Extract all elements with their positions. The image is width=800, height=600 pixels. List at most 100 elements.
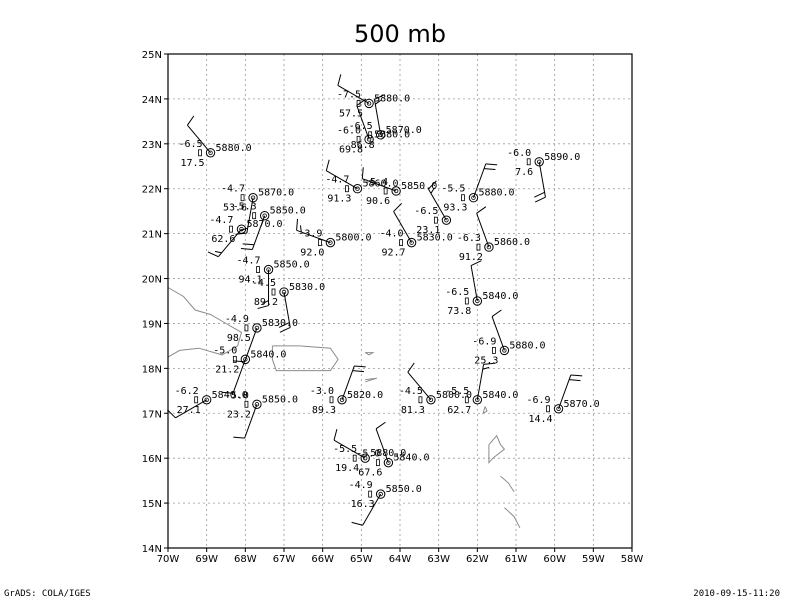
station-plot: -6.5 5840.0 73.8 [445, 260, 518, 317]
station-humidity: 21.2 [215, 364, 239, 375]
station-plot: -4.5 5800.0 81.3 [399, 362, 472, 416]
wind-barb-shaft [232, 359, 246, 394]
wind-barb-shaft [427, 188, 447, 221]
station-circle [259, 210, 270, 221]
station-marker [198, 149, 202, 157]
station-plot: -4.5 5830.0 89.2 [252, 278, 325, 333]
station-marker [244, 400, 249, 408]
station-circle [201, 395, 212, 405]
y-tick-label: 25N [142, 50, 162, 61]
station-temperature: -3.0 [310, 386, 334, 397]
station-marker [461, 194, 465, 202]
station-humidity: 16.3 [351, 499, 375, 510]
coastline [365, 377, 377, 383]
grid-lines [168, 54, 632, 548]
wind-barb-flag [407, 362, 415, 373]
station-circle [375, 489, 386, 499]
station-dot [262, 213, 267, 218]
x-tick-label: 60W [543, 554, 566, 565]
wind-barb-flag [278, 322, 290, 328]
wind-barb-shaft [373, 99, 382, 135]
station-temperature: -6.0 [507, 148, 531, 159]
wind-barb-flag [430, 187, 436, 194]
station-humidity: 92.7 [382, 248, 406, 259]
station-plot: -4.7 5860.0 91.3 [325, 159, 399, 205]
station-dot [339, 397, 345, 402]
station-marker [356, 135, 361, 143]
station-circle [337, 395, 347, 405]
wind-barb-flag [374, 99, 381, 105]
station-height: 5830.0 [262, 318, 298, 329]
wind-barb-shaft [538, 161, 546, 198]
station-plot: -5.3 5850.0 [233, 202, 306, 250]
station-circle [426, 395, 436, 405]
station-temperature: -6.5 [414, 206, 438, 217]
station-temperature: -5.0 [356, 449, 380, 460]
wind-barb-flag [484, 168, 496, 171]
wind-barb-flag [491, 309, 502, 317]
wind-barb-shaft [187, 124, 211, 154]
chart-title: 500 mb [354, 20, 446, 48]
wind-barb-flag [233, 360, 245, 363]
station-height: 5840.0 [393, 453, 429, 464]
station-plot: -3.0 5820.0 89.3 [310, 365, 383, 416]
station-plot: -6.0 5890.0 7.6 [507, 148, 580, 203]
station-marker [317, 239, 322, 247]
station-circle [499, 345, 510, 356]
station-circle [383, 457, 394, 468]
wind-barb-flag [257, 305, 269, 310]
station-dot [239, 226, 244, 232]
station-humidity: 91.2 [459, 252, 483, 263]
wind-barb-shaft [356, 105, 370, 140]
coastline [167, 287, 243, 358]
y-tick-label: 23N [142, 140, 162, 151]
station-marker [229, 225, 233, 233]
x-tick-label: 59W [582, 554, 605, 565]
station-height: 5880.0 [374, 129, 410, 140]
x-tick-label: 61W [505, 554, 528, 565]
station-dot [428, 397, 434, 402]
station-marker [194, 396, 199, 404]
station-humidity: 62.7 [447, 405, 471, 416]
station-dot [363, 455, 368, 461]
wind-barb-shaft [244, 327, 258, 362]
wind-barb-flag [242, 243, 255, 246]
station-circle [352, 184, 363, 194]
station-circle [252, 399, 262, 409]
station-circle [441, 215, 452, 225]
station-dot [386, 460, 391, 465]
wind-barb-flag [167, 409, 176, 419]
wind-barb-shaft [491, 316, 505, 351]
wind-barb-shaft [476, 213, 490, 248]
station-circle [484, 242, 494, 252]
station-humidity: 23.2 [227, 409, 251, 420]
station-dot [444, 217, 449, 223]
station-plot: -6.5 5880.0 17.5 [178, 115, 252, 169]
station-height: 5840.0 [482, 390, 518, 401]
station-height: 5840.0 [482, 291, 518, 302]
station-temperature: -6.5 [178, 139, 202, 150]
station-dot [243, 357, 248, 362]
station-temperature: -6.9 [472, 336, 496, 347]
x-tick-label: 65W [350, 554, 373, 565]
y-tick-label: 17N [142, 409, 162, 420]
station-circle [534, 157, 544, 167]
station-plot: -3.9 5800.0 92.0 [296, 218, 372, 259]
y-tick-label: 18N [142, 364, 162, 375]
station-plot: -7.5 5880.0 57.5 [337, 74, 410, 119]
station-marker [491, 346, 496, 354]
station-marker [375, 459, 380, 467]
coastlines [167, 287, 521, 529]
station-height: 5880.0 [374, 93, 410, 104]
station-plot: -4.7 5870.0 53.6 [221, 184, 294, 235]
station-humidity: 69.8 [339, 144, 363, 155]
station-humidity: 53.6 [223, 203, 247, 214]
footer-left: GrADS: COLA/IGES [4, 589, 91, 599]
y-tick-label: 22N [142, 185, 162, 196]
station-height: 5860.0 [494, 237, 530, 248]
coastline [500, 475, 515, 493]
station-plot: -4.7 5850.0 94.1 [236, 256, 310, 310]
station-marker [368, 490, 373, 498]
station-humidity: 67.6 [358, 468, 382, 479]
wind-barb-flag [356, 98, 367, 106]
